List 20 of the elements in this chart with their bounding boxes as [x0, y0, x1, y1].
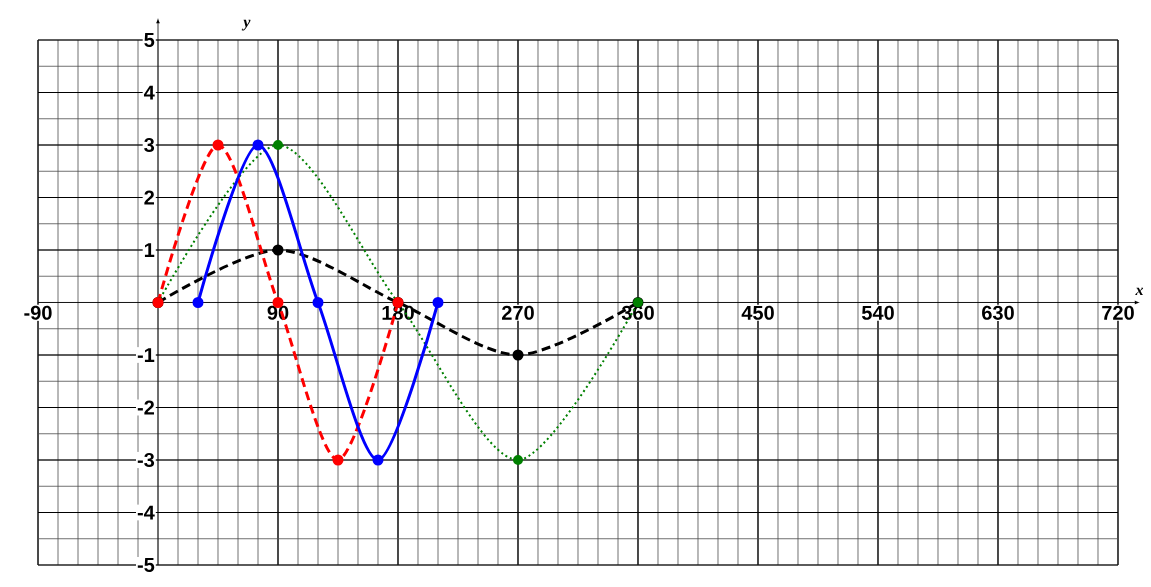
y-tick-label: -5: [137, 558, 155, 572]
x-tick-label: 90: [267, 305, 289, 320]
y-tick-label: 3: [144, 137, 155, 153]
x-axis-title: x: [1135, 287, 1144, 295]
y-tick-label: 4: [143, 85, 155, 100]
y-tick-label: -4: [137, 505, 155, 520]
y-axis-title: y: [241, 19, 251, 31]
x-tick-label: 450: [741, 305, 774, 320]
x-tick-label: 540: [861, 305, 894, 320]
y-tick-label: 5: [144, 33, 155, 47]
y-tick-label: -1: [137, 348, 155, 362]
x-tick-label: 720: [1102, 305, 1134, 320]
y-tick-label: -2: [137, 400, 154, 415]
y-tick-label: 1: [144, 243, 155, 257]
x-tick-label: 360: [621, 305, 654, 320]
x-tick-label: 630: [982, 305, 1014, 320]
y-tick-label: -3: [137, 452, 155, 468]
x-tick-label: 270: [502, 305, 534, 320]
x-tick-label: -90: [24, 305, 52, 320]
y-tick-label: 2: [144, 190, 154, 205]
